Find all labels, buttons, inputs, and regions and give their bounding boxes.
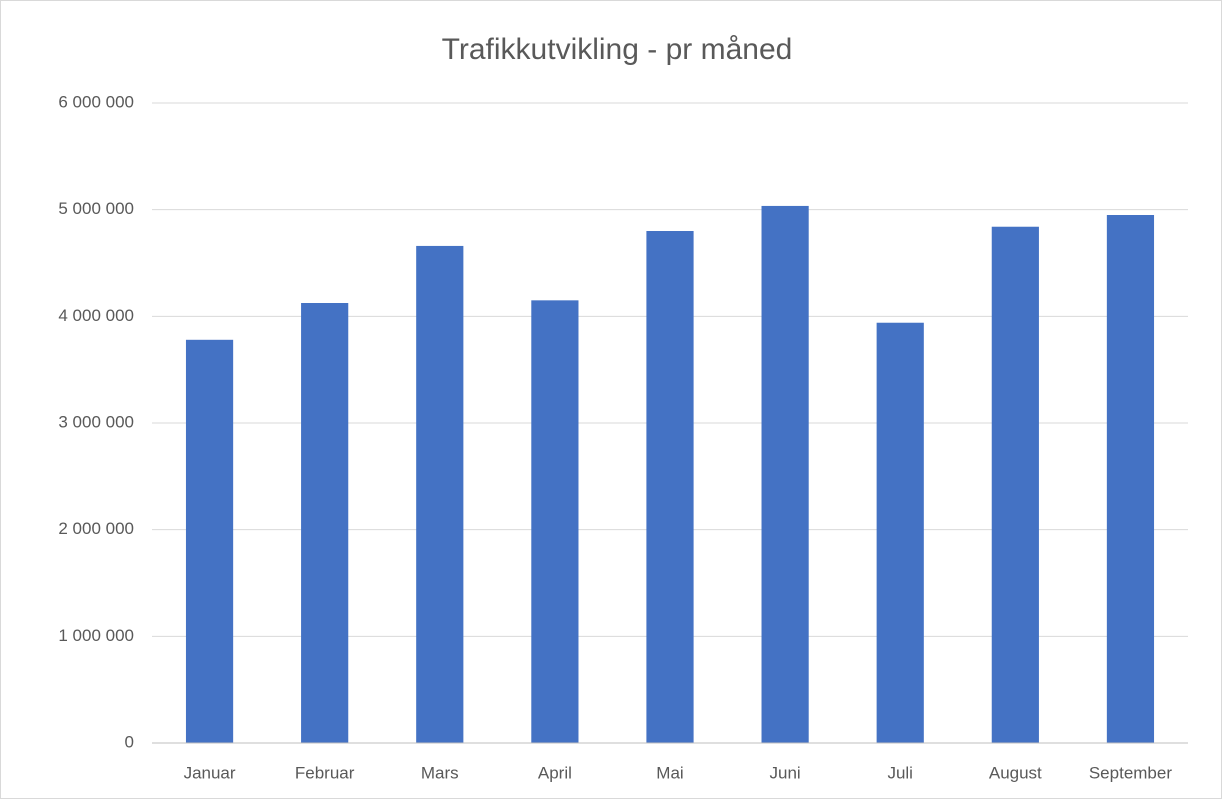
x-tick-label: April xyxy=(538,763,572,782)
bar xyxy=(531,300,579,743)
bar xyxy=(301,303,349,743)
y-tick-label: 5 000 000 xyxy=(58,199,134,218)
x-tick-label: August xyxy=(989,763,1042,782)
y-tick-label: 3 000 000 xyxy=(58,412,134,431)
bar xyxy=(1106,215,1155,743)
y-tick-label: 4 000 000 xyxy=(58,306,134,325)
y-tick-label: 1 000 000 xyxy=(58,626,134,645)
bar xyxy=(646,231,694,743)
chart-title: Trafikkutvikling - pr måned xyxy=(442,33,793,66)
x-tick-label: Mai xyxy=(656,763,683,782)
y-tick-label: 2 000 000 xyxy=(58,519,134,538)
bar xyxy=(761,205,809,743)
x-tick-label: Mars xyxy=(421,763,459,782)
x-tick-label: Juli xyxy=(887,763,913,782)
bar xyxy=(416,245,464,743)
x-tick-label: Juni xyxy=(770,763,801,782)
bar xyxy=(876,322,924,743)
x-tick-label: Februar xyxy=(295,763,355,782)
x-tick-label: Januar xyxy=(184,763,236,782)
bar xyxy=(991,226,1039,743)
y-tick-label: 6 000 000 xyxy=(58,92,134,111)
x-tick-label: September xyxy=(1089,763,1172,782)
bar xyxy=(185,339,234,743)
y-tick-label: 0 xyxy=(125,732,134,751)
